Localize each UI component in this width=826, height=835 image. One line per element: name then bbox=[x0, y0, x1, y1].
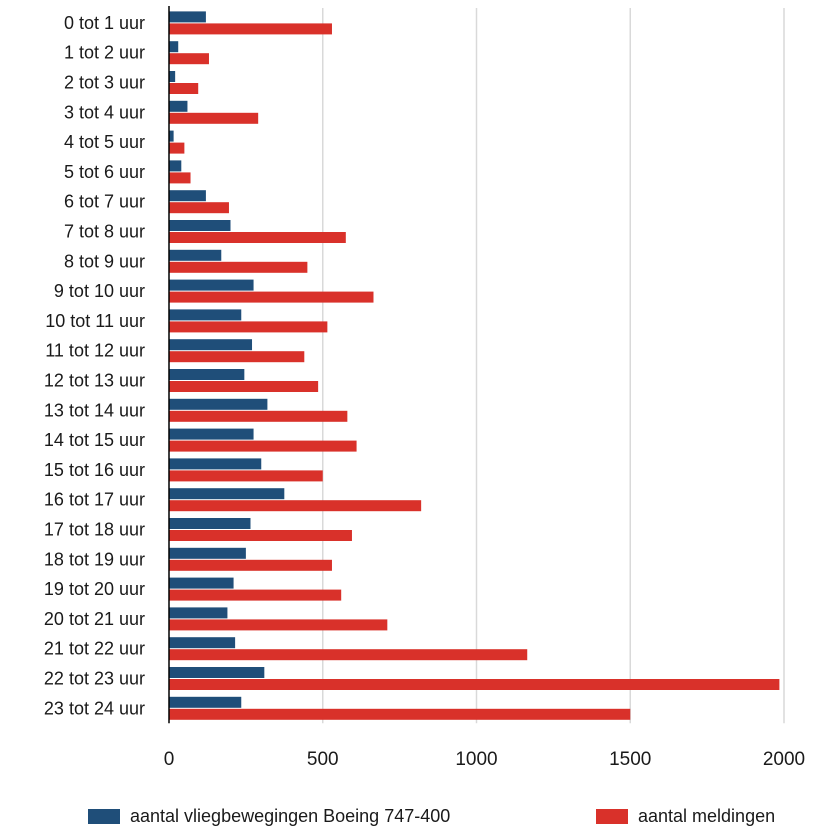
bar bbox=[169, 559, 332, 571]
bar bbox=[169, 458, 262, 470]
bar bbox=[169, 440, 357, 452]
bar bbox=[169, 321, 328, 333]
category-label: 18 tot 19 uur bbox=[44, 549, 145, 569]
bar bbox=[169, 667, 265, 678]
category-label: 17 tot 18 uur bbox=[44, 520, 145, 540]
bar bbox=[169, 339, 253, 351]
bar bbox=[169, 649, 528, 661]
bar bbox=[169, 100, 188, 112]
category-label: 16 tot 17 uur bbox=[44, 490, 145, 510]
bars bbox=[169, 11, 780, 720]
bar bbox=[169, 607, 228, 619]
category-label: 15 tot 16 uur bbox=[44, 460, 145, 480]
bar bbox=[169, 428, 254, 440]
bar bbox=[169, 261, 308, 273]
bar bbox=[169, 160, 182, 172]
bar bbox=[169, 369, 245, 380]
bar bbox=[169, 220, 231, 231]
category-label: 23 tot 24 uur bbox=[44, 698, 145, 718]
category-label: 8 tot 9 uur bbox=[64, 251, 145, 271]
category-label: 1 tot 2 uur bbox=[64, 43, 145, 63]
bar bbox=[169, 41, 179, 53]
bar bbox=[169, 518, 251, 529]
bar bbox=[169, 11, 206, 23]
category-label: 9 tot 10 uur bbox=[54, 281, 145, 301]
category-label: 19 tot 20 uur bbox=[44, 579, 145, 599]
x-tick-label: 0 bbox=[164, 749, 175, 770]
bar bbox=[169, 279, 254, 291]
bar bbox=[169, 249, 222, 261]
legend-swatch bbox=[88, 809, 120, 824]
category-label: 3 tot 4 uur bbox=[64, 102, 145, 122]
bar bbox=[169, 142, 185, 154]
legend-label: aantal meldingen bbox=[638, 806, 775, 826]
bar bbox=[169, 589, 342, 601]
legend-label: aantal vliegbewegingen Boeing 747-400 bbox=[130, 806, 450, 826]
bar bbox=[169, 577, 234, 589]
bar bbox=[169, 172, 191, 184]
bar bbox=[169, 488, 285, 500]
bar bbox=[169, 130, 174, 142]
category-label: 5 tot 6 uur bbox=[64, 162, 145, 182]
category-label: 7 tot 8 uur bbox=[64, 222, 145, 242]
bar bbox=[169, 530, 352, 541]
bar bbox=[169, 696, 242, 708]
bar bbox=[169, 381, 319, 392]
x-tick-label: 1500 bbox=[609, 749, 651, 770]
category-label: 13 tot 14 uur bbox=[44, 400, 145, 420]
bar bbox=[169, 637, 236, 649]
bar bbox=[169, 410, 348, 422]
category-label: 0 tot 1 uur bbox=[64, 13, 145, 33]
bar bbox=[169, 202, 229, 214]
category-label: 6 tot 7 uur bbox=[64, 192, 145, 212]
bar bbox=[169, 53, 209, 65]
category-label: 11 tot 12 uur bbox=[45, 341, 145, 361]
category-label: 2 tot 3 uur bbox=[64, 73, 145, 93]
bar bbox=[169, 500, 422, 512]
bar bbox=[169, 679, 780, 690]
bar bbox=[169, 398, 268, 410]
bar bbox=[169, 291, 374, 303]
bar bbox=[169, 547, 246, 559]
category-label: 21 tot 22 uur bbox=[44, 639, 145, 659]
x-tick-label: 2000 bbox=[763, 749, 805, 770]
tick-labels: 0 tot 1 uur 1 tot 2 uur 2 tot 3 uur 3 tot 4… bbox=[44, 13, 805, 770]
bar bbox=[169, 190, 206, 202]
bar bbox=[169, 619, 388, 631]
x-tick-label: 1000 bbox=[455, 749, 497, 770]
category-label: 14 tot 15 uur bbox=[44, 430, 145, 450]
category-label: 4 tot 5 uur bbox=[64, 132, 145, 152]
x-tick-label: 500 bbox=[307, 749, 339, 770]
bar bbox=[169, 71, 176, 82]
bar bbox=[169, 83, 199, 94]
bar bbox=[169, 232, 346, 243]
legend-swatch bbox=[596, 809, 628, 824]
category-label: 20 tot 21 uur bbox=[44, 609, 145, 629]
category-label: 10 tot 11 uur bbox=[45, 311, 145, 331]
category-label: 22 tot 23 uur bbox=[44, 669, 145, 689]
bar bbox=[169, 23, 332, 35]
bar bbox=[169, 309, 242, 321]
legend: aantal vliegbewegingen Boeing 747-400 aan… bbox=[88, 806, 775, 826]
bar bbox=[169, 112, 259, 124]
bar bbox=[169, 351, 305, 363]
category-label: 12 tot 13 uur bbox=[44, 371, 145, 391]
gridlines bbox=[322, 8, 785, 724]
bar bbox=[169, 708, 631, 720]
bar bbox=[169, 470, 323, 482]
